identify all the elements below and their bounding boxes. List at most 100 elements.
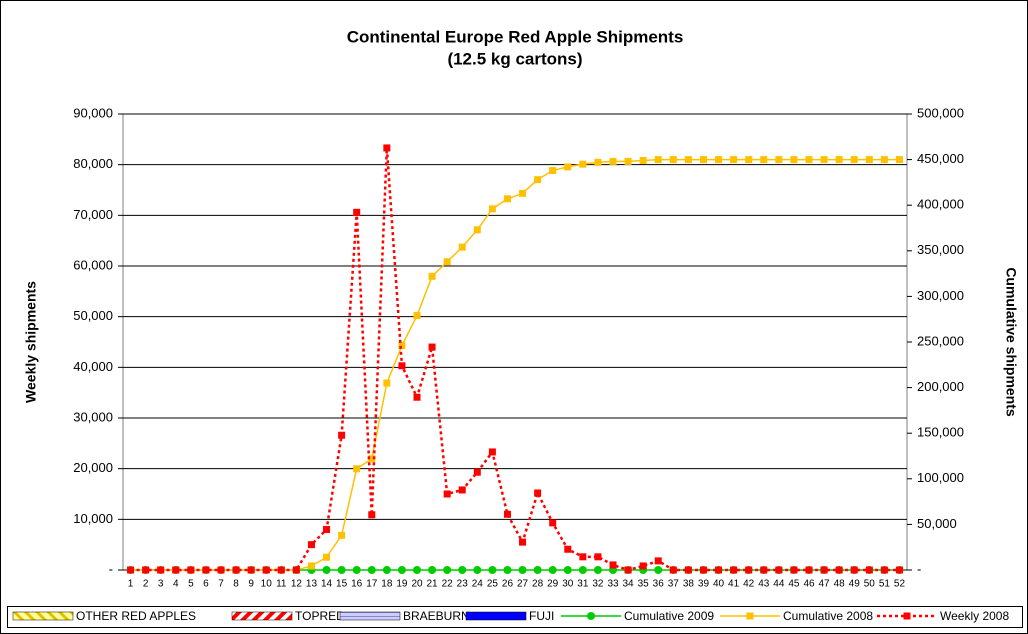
- y2-tick-label: -: [917, 561, 921, 576]
- point: [534, 489, 542, 497]
- x-tick-label: 7: [218, 579, 224, 590]
- legend-label: FUJI: [529, 609, 554, 623]
- point: [865, 566, 873, 574]
- point: [367, 566, 376, 574]
- x-tick-label: 18: [381, 579, 393, 590]
- point: [247, 566, 255, 574]
- legend-label: OTHER RED APPLES: [76, 609, 196, 623]
- point: [548, 566, 557, 574]
- x-tick-label: 33: [607, 579, 619, 590]
- y-tick-label: 10,000: [73, 511, 113, 526]
- x-tick-label: 31: [577, 579, 589, 590]
- point: [443, 490, 451, 498]
- legend-label: TOPRED: [295, 609, 345, 623]
- point: [790, 566, 798, 574]
- point: [533, 566, 542, 574]
- point: [413, 393, 421, 401]
- point: [654, 566, 663, 574]
- point: [428, 566, 437, 574]
- point: [262, 566, 270, 574]
- point: [805, 156, 813, 164]
- point: [383, 379, 391, 387]
- x-tick-label: 8: [233, 579, 239, 590]
- point: [578, 566, 587, 574]
- y2-tick-label: 300,000: [917, 288, 964, 303]
- point: [383, 144, 391, 152]
- x-tick-label: 16: [351, 579, 363, 590]
- x-tick-label: 9: [248, 579, 254, 590]
- point: [323, 525, 331, 533]
- point: [624, 157, 632, 165]
- x-tick-label: 50: [864, 579, 876, 590]
- point: [428, 272, 436, 280]
- x-tick-label: 44: [773, 579, 785, 590]
- x-tick-label: 36: [653, 579, 665, 590]
- x-tick-label: 47: [819, 579, 831, 590]
- point: [397, 566, 406, 574]
- point: [307, 541, 315, 549]
- point: [880, 566, 888, 574]
- point: [880, 156, 888, 164]
- y2-tick-label: 500,000: [917, 105, 964, 120]
- x-tick-label: 45: [788, 579, 800, 590]
- point: [835, 156, 843, 164]
- point: [790, 156, 798, 164]
- x-tick-label: 23: [457, 579, 469, 590]
- point: [564, 545, 572, 553]
- point: [730, 566, 738, 574]
- point: [699, 156, 707, 164]
- x-tick-label: 10: [261, 579, 273, 590]
- y-tick-label: 90,000: [73, 105, 113, 120]
- point: [850, 156, 858, 164]
- y-tick-label: 30,000: [73, 409, 113, 424]
- point: [609, 561, 617, 569]
- point: [684, 156, 692, 164]
- x-tick-label: 11: [276, 579, 287, 590]
- point: [805, 566, 813, 574]
- point: [699, 566, 707, 574]
- point: [654, 557, 662, 565]
- point: [730, 156, 738, 164]
- point: [473, 226, 481, 234]
- point: [715, 566, 723, 574]
- y-tick-label: 50,000: [73, 308, 113, 323]
- legend-swatch: [465, 611, 527, 621]
- x-tick-label: 38: [683, 579, 695, 590]
- point: [624, 566, 632, 574]
- point: [157, 566, 165, 574]
- x-tick-label: 27: [517, 579, 529, 590]
- point: [820, 566, 828, 574]
- point: [835, 566, 843, 574]
- point: [458, 566, 467, 574]
- point: [593, 566, 602, 574]
- legend-label: Cumulative 2008: [783, 609, 873, 623]
- x-tick-label: 28: [532, 579, 544, 590]
- x-tick-label: 24: [472, 579, 484, 590]
- point: [368, 511, 376, 519]
- y-tick-label: 80,000: [73, 156, 113, 171]
- y2-tick-label: 400,000: [917, 197, 964, 212]
- x-tick-label: 37: [668, 579, 680, 590]
- point: [353, 465, 361, 473]
- x-tick-label: 21: [427, 579, 439, 590]
- point: [488, 205, 496, 213]
- legend-swatch: [12, 611, 74, 621]
- legend-swatch: [339, 611, 401, 621]
- point: [519, 538, 527, 546]
- point: [503, 566, 512, 574]
- point: [745, 566, 753, 574]
- point: [187, 566, 195, 574]
- y2-tick-label: 150,000: [917, 425, 964, 440]
- point: [669, 156, 677, 164]
- x-tick-label: 32: [592, 579, 604, 590]
- point: [443, 258, 451, 266]
- point: [473, 468, 481, 476]
- x-tick-label: 51: [879, 579, 891, 590]
- series-line: [130, 147, 900, 572]
- x-tick-label: 6: [203, 579, 209, 590]
- x-tick-label: 29: [547, 579, 559, 590]
- y2-tick-label: 100,000: [917, 470, 964, 485]
- point: [337, 566, 346, 574]
- y2-axis-title: Cumulative shipments: [1003, 267, 1019, 417]
